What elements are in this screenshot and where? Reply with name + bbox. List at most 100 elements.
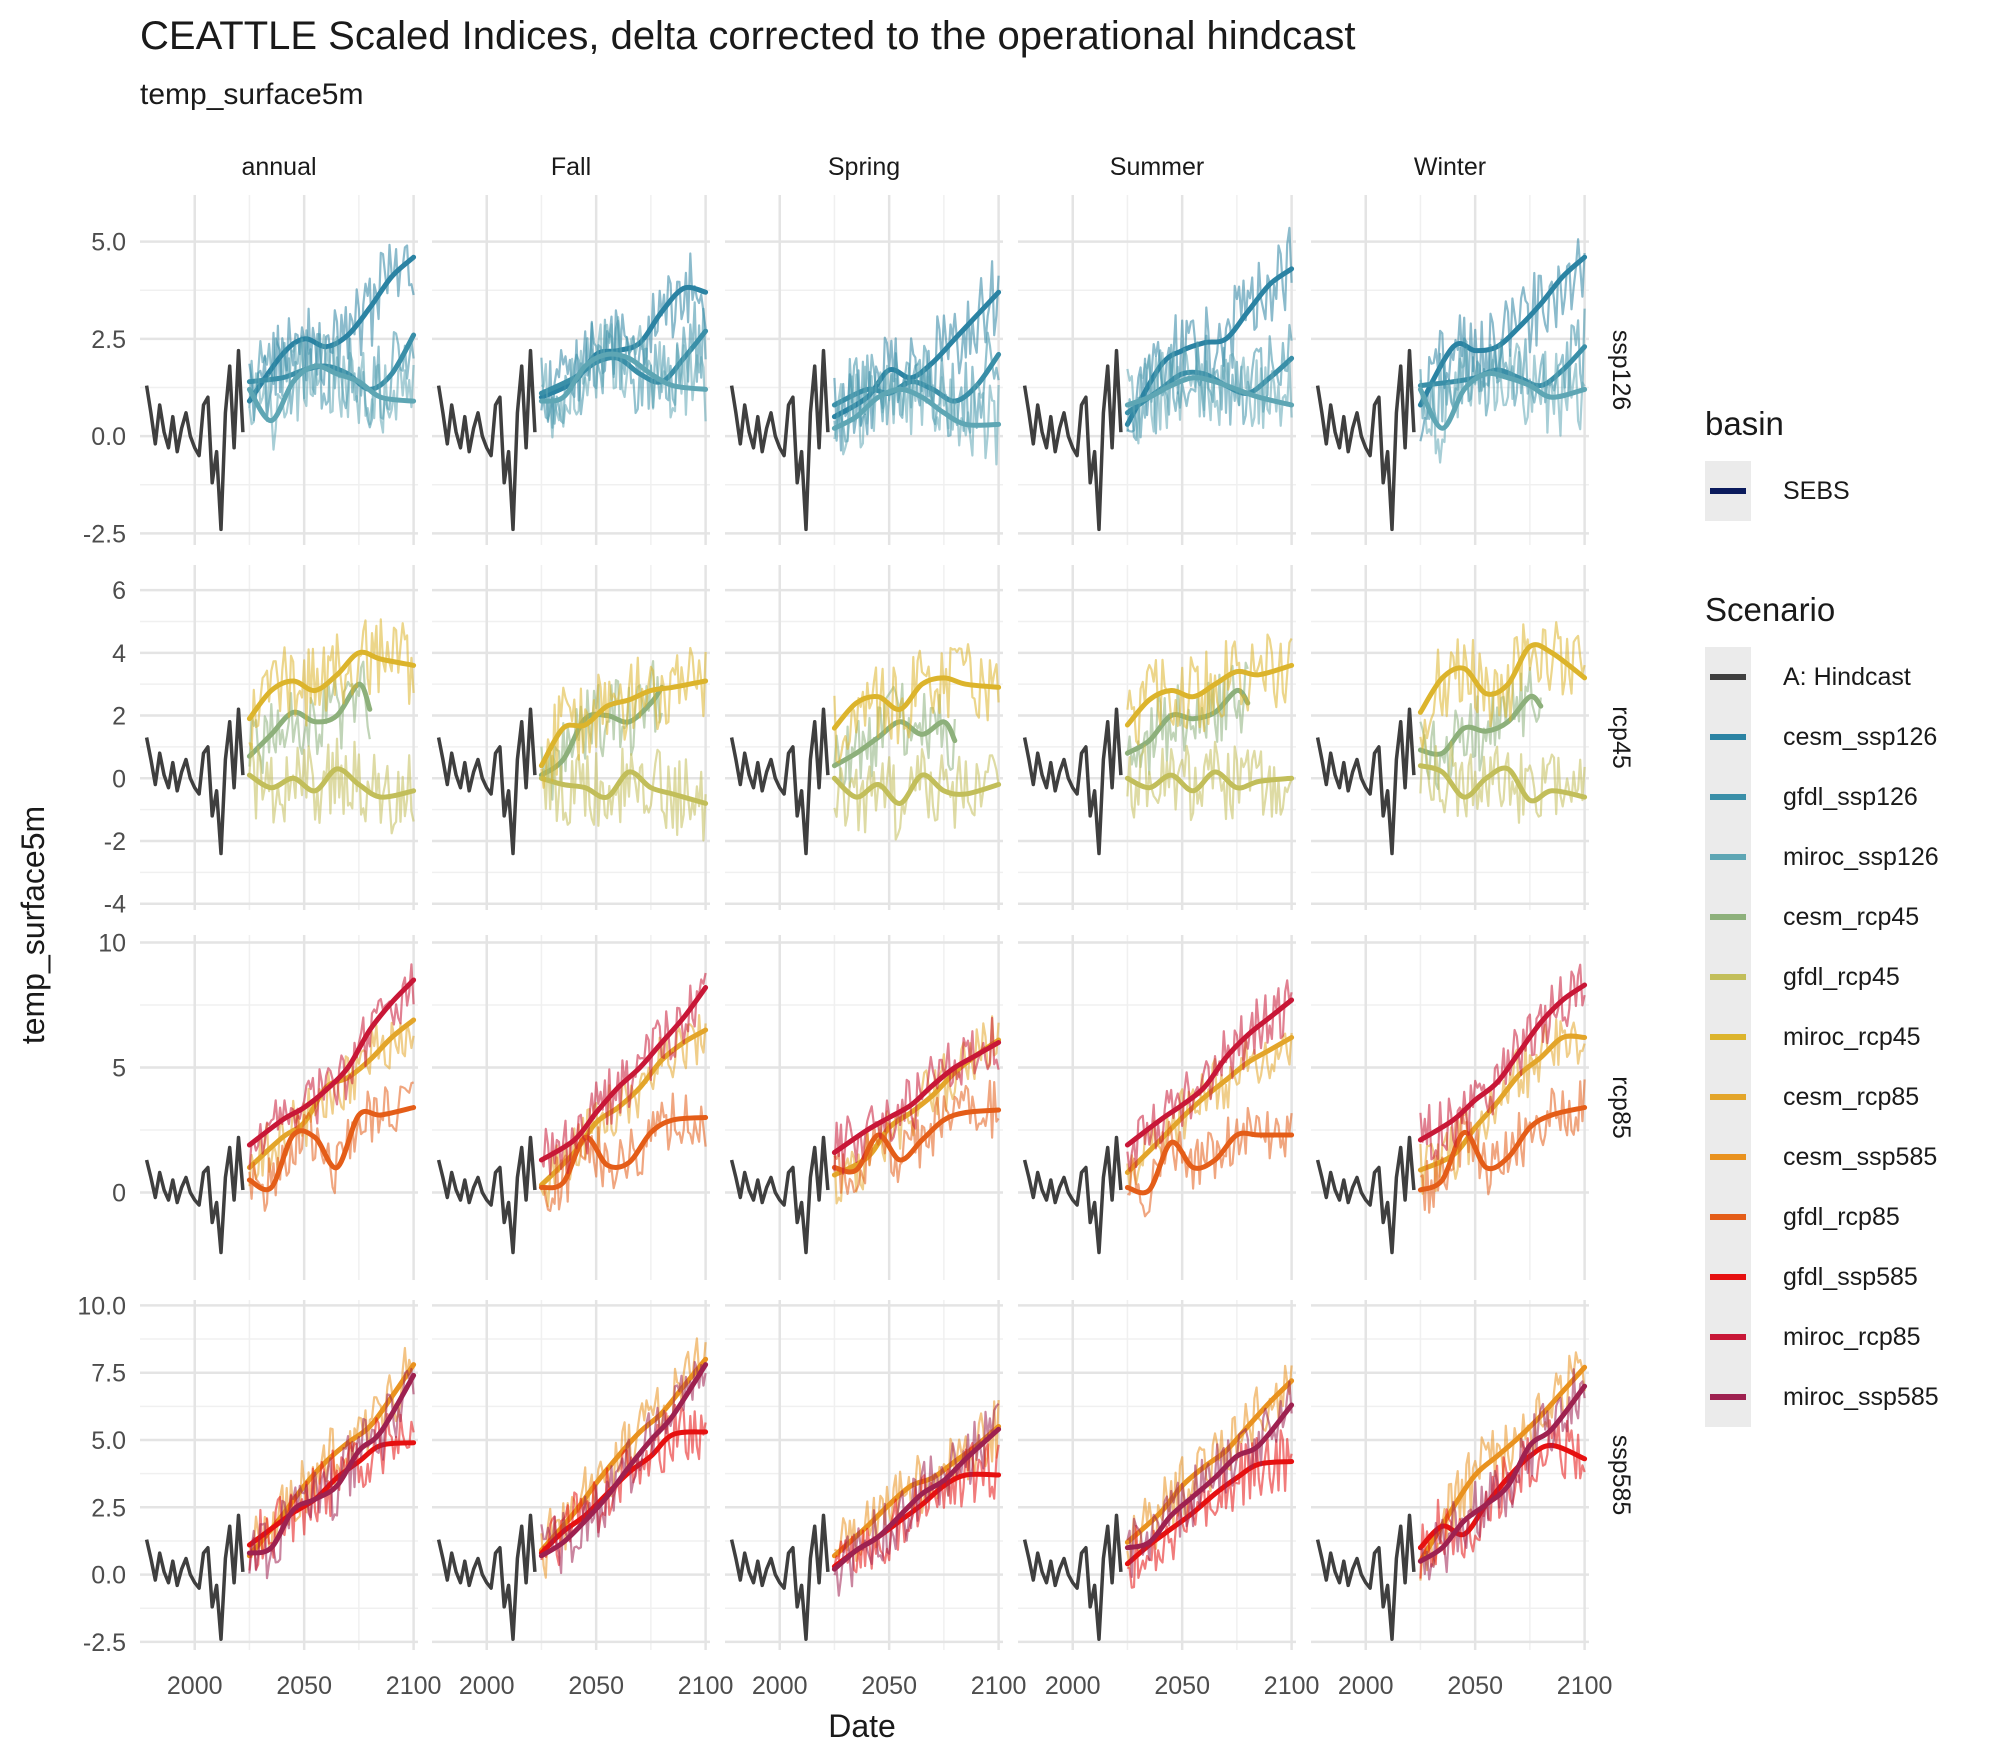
facet-row-label: ssp126 (1607, 330, 1635, 411)
legend-label: miroc_rcp45 (1783, 1022, 1921, 1051)
hindcast-series (729, 348, 830, 532)
x-axis-title: Date (828, 1708, 896, 1744)
y-tick-label: 2.5 (91, 1494, 126, 1522)
facet-plot (436, 972, 709, 1255)
legend-label: cesm_rcp45 (1783, 902, 1920, 931)
facet-rcp45-fall (432, 565, 710, 910)
raw-series-gfdl_ssp585 (1126, 1429, 1293, 1589)
hindcast-series (729, 1513, 830, 1641)
facet-ssp585-fall (432, 1300, 710, 1650)
x-tick-label: 2000 (167, 1672, 223, 1700)
facet-plot (144, 618, 417, 856)
legend-label: gfdl_ssp126 (1783, 782, 1918, 811)
x-tick-label: 2100 (1264, 1672, 1320, 1700)
raw-series-miroc_ssp126 (1419, 342, 1586, 464)
legend-item: miroc_rcp45 (1705, 1007, 1995, 1067)
hindcast-series (1022, 348, 1123, 532)
facet-grid (140, 1300, 418, 1650)
x-tick-label: 2000 (459, 1672, 515, 1700)
legend-key (1705, 1247, 1751, 1307)
facet-rcp85-winter (1311, 935, 1589, 1280)
hindcast-series (729, 1135, 830, 1255)
raw-series-miroc_rcp45 (540, 646, 707, 789)
facet-column-label: Spring (828, 153, 900, 181)
raw-series-miroc_ssp585 (540, 1360, 707, 1575)
facet-grid (1018, 935, 1296, 1280)
legend-key (1705, 707, 1751, 767)
legend-key (1705, 827, 1751, 887)
legend-key (1705, 947, 1751, 1007)
legend-key (1705, 1007, 1751, 1067)
trend-series-gfdl_ssp126 (246, 332, 417, 392)
hindcast-series (144, 707, 245, 856)
legend-key (1705, 1307, 1751, 1367)
facet-grid (432, 935, 710, 1280)
legend-label: cesm_ssp585 (1783, 1142, 1938, 1171)
facet-plot (729, 1400, 1002, 1641)
trend-series-miroc_ssp585 (831, 1426, 1002, 1572)
y-tick-label: -4 (104, 891, 126, 919)
hindcast-series (436, 707, 537, 856)
legend-label: miroc_ssp585 (1783, 1382, 1939, 1411)
legend-item: gfdl_ssp126 (1705, 767, 1995, 827)
facet-grid (432, 565, 710, 910)
y-tick-label: -2.5 (83, 1629, 126, 1657)
facet-grid (1311, 1300, 1589, 1650)
facet-plot (1022, 1364, 1295, 1641)
raw-series-cesm_ssp126 (1419, 238, 1586, 442)
trend-series-miroc_ssp585 (538, 1362, 709, 1559)
trend-series-miroc_ssp126 (246, 363, 417, 424)
facet-column-label: Summer (1110, 153, 1204, 181)
facet-row-label: rcp85 (1607, 1076, 1635, 1139)
legend-item: gfdl_ssp585 (1705, 1247, 1995, 1307)
hindcast-series (1022, 707, 1123, 856)
facet-grid (432, 1300, 710, 1650)
legend-key (1705, 1187, 1751, 1247)
trend-series-miroc_ssp585 (1417, 1383, 1588, 1564)
raw-series-gfdl_rcp45 (833, 747, 1000, 841)
trend-series-miroc_rcp45 (831, 675, 1002, 731)
legend-label: cesm_ssp126 (1783, 722, 1938, 751)
raw-series-miroc_ssp126 (833, 363, 1000, 466)
legend-item: miroc_ssp585 (1705, 1367, 1995, 1427)
facet-grid (1018, 565, 1296, 910)
legend-item: A: Hindcast (1705, 647, 1995, 707)
legend-label: A: Hindcast (1783, 662, 1911, 691)
legend-label: cesm_rcp85 (1783, 1082, 1920, 1111)
facet-plot (1022, 633, 1295, 856)
y-tick-label: 2 (112, 703, 126, 731)
facet-rcp45-annual (140, 565, 418, 910)
trend-series-miroc_ssp126 (831, 386, 1002, 431)
facet-column-label: Winter (1414, 153, 1486, 181)
facet-ssp126-annual (140, 195, 418, 545)
trend-series-gfdl_rcp85 (1124, 1130, 1295, 1196)
legend-key (1705, 647, 1751, 707)
x-tick-label: 2000 (752, 1672, 808, 1700)
facet-rcp45-winter (1311, 565, 1589, 910)
facet-grid (725, 935, 1003, 1280)
legend-label: miroc_ssp126 (1783, 842, 1939, 871)
trend-series-miroc_rcp45 (246, 649, 417, 722)
x-tick-label: 2050 (568, 1672, 624, 1700)
x-tick-label: 2050 (276, 1672, 332, 1700)
trend-series-gfdl_rcp85 (831, 1107, 1002, 1175)
facet-plot (729, 1015, 1002, 1255)
legend-basin: basin SEBS (1705, 405, 1995, 521)
legend-item: miroc_rcp85 (1705, 1307, 1995, 1367)
hindcast-series (1022, 1513, 1123, 1641)
facet-plot (436, 646, 709, 856)
facet-rcp85-spring (725, 935, 1003, 1280)
y-tick-label: 5 (112, 1055, 126, 1083)
legend-key (1705, 1367, 1751, 1427)
legend-label: SEBS (1783, 476, 1850, 505)
raw-series-cesm_ssp126 (248, 243, 415, 422)
facet-plot (144, 1346, 417, 1641)
legend-scenario-title: Scenario (1705, 591, 1836, 628)
trend-series-gfdl_rcp45 (1124, 769, 1295, 794)
legend-key (1705, 461, 1751, 521)
legend-scenario: Scenario A: Hindcast cesm_ssp126 gfdl_ssp1… (1705, 591, 1995, 1427)
trend-series-miroc_ssp126 (1417, 370, 1588, 431)
facet-column-label: Fall (551, 153, 591, 181)
trend-series-cesm_rcp45 (831, 719, 958, 769)
chart-title: CEATTLE Scaled Indices, delta corrected … (140, 14, 1356, 58)
